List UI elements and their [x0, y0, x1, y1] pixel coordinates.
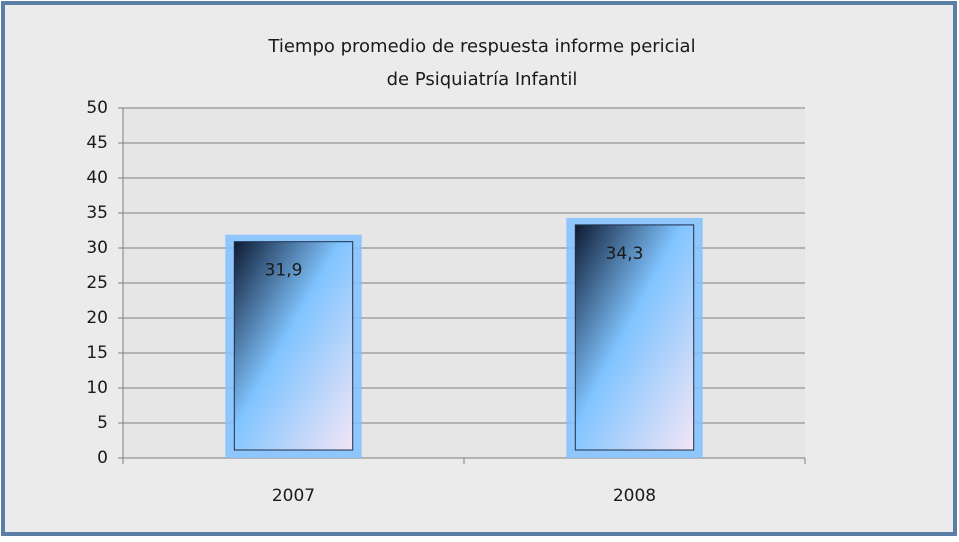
chart-title: de Psiquiatría Infantil — [387, 69, 578, 90]
y-tick-label: 15 — [86, 343, 108, 363]
y-tick-label: 40 — [86, 168, 108, 188]
y-tick-label: 5 — [97, 413, 108, 433]
value-label: 34,3 — [606, 244, 644, 264]
value-label: 31,9 — [265, 261, 303, 281]
y-tick-label: 50 — [86, 98, 108, 118]
y-tick-label: 35 — [86, 203, 108, 223]
y-tick-label: 0 — [97, 448, 108, 468]
y-tick-label: 25 — [86, 273, 108, 293]
y-tick-label: 20 — [86, 308, 108, 328]
y-tick-label: 45 — [86, 133, 108, 153]
y-tick-label: 30 — [86, 238, 108, 258]
y-tick-label: 10 — [86, 378, 108, 398]
x-tick-label: 2007 — [272, 486, 315, 506]
x-tick-label: 2008 — [613, 486, 656, 506]
bar-face — [574, 224, 695, 451]
bar-face — [233, 241, 354, 451]
chart-title: Tiempo promedio de respuesta informe per… — [267, 36, 695, 57]
